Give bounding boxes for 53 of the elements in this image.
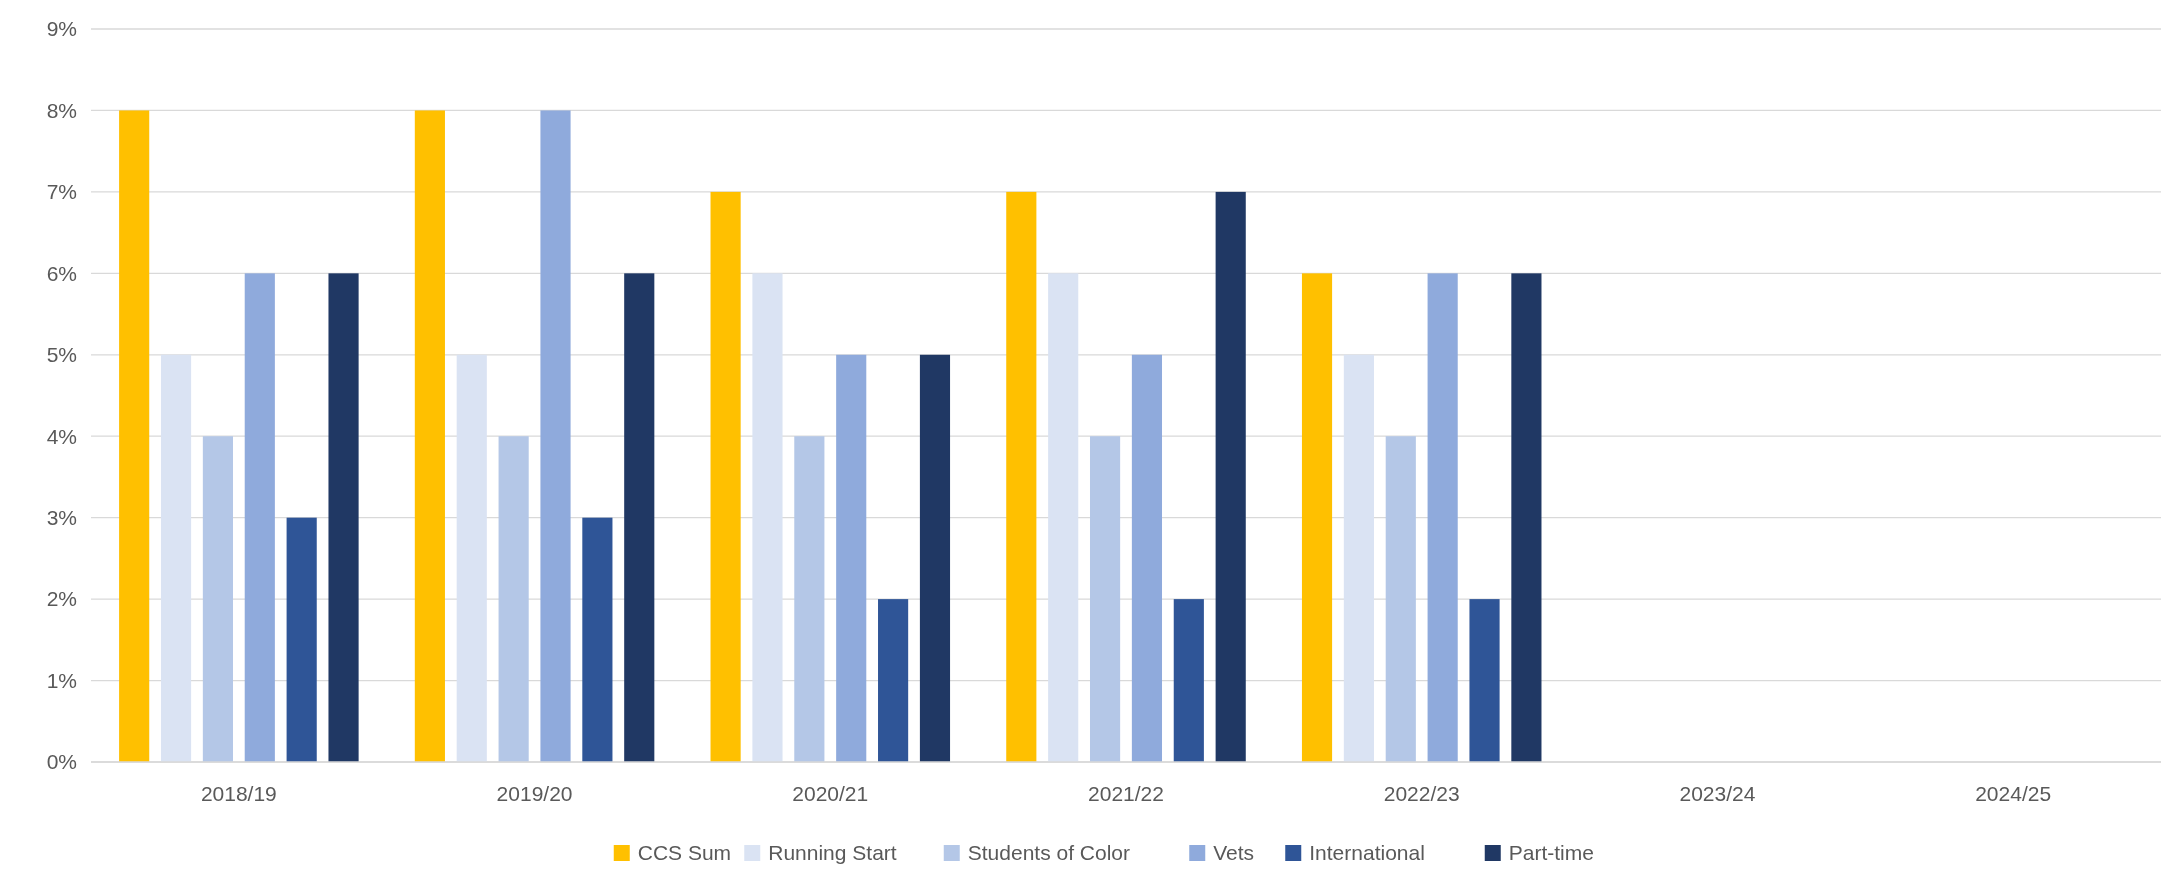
bar	[919, 354, 951, 762]
x-tick-label: 2023/24	[1679, 782, 1756, 806]
bar	[878, 599, 909, 762]
bar	[414, 110, 445, 762]
bar	[1427, 273, 1458, 762]
bar	[582, 517, 613, 762]
bar	[1215, 191, 1246, 762]
bar	[752, 273, 783, 762]
y-tick-label: 5%	[46, 343, 77, 367]
y-tick-label: 3%	[46, 506, 77, 530]
bar	[1511, 273, 1542, 762]
y-tick-label: 4%	[46, 424, 77, 448]
bar	[1006, 191, 1037, 762]
y-tick-label: 0%	[46, 750, 77, 774]
legend-label: Vets	[1213, 841, 1255, 865]
bar	[1469, 599, 1500, 762]
bar	[456, 354, 487, 762]
bar	[1343, 354, 1374, 762]
legend-label: International	[1309, 841, 1425, 865]
x-tick-label: 2019/20	[496, 782, 573, 806]
bar	[1131, 354, 1163, 762]
y-tick-label: 9%	[46, 17, 77, 41]
bar	[286, 517, 317, 762]
bar	[1301, 273, 1333, 762]
y-tick-label: 6%	[46, 261, 77, 285]
legend-label: Students of Color	[967, 841, 1131, 865]
bar	[1385, 436, 1416, 762]
x-tick-label: 2021/22	[1088, 782, 1164, 806]
bar	[202, 436, 233, 762]
bar	[624, 273, 655, 762]
bar	[710, 191, 741, 762]
legend-label: CCS Sum	[637, 841, 732, 865]
x-tick-label: 2020/21	[792, 782, 869, 806]
bar	[119, 110, 150, 762]
bar	[328, 273, 359, 762]
bar	[836, 354, 867, 762]
bar	[1173, 599, 1204, 762]
bar	[160, 354, 192, 762]
y-tick-label: 7%	[46, 180, 77, 204]
bar	[794, 436, 825, 762]
bar	[1048, 273, 1079, 762]
legend-label: Running Start	[768, 841, 897, 865]
bar	[1089, 436, 1121, 762]
x-tick-label: 2022/23	[1383, 782, 1460, 806]
legend-label: Part-time	[1508, 841, 1594, 865]
y-tick-label: 2%	[46, 587, 77, 611]
y-tick-label: 1%	[46, 668, 77, 692]
bar	[498, 436, 529, 762]
x-tick-label: 2018/19	[200, 782, 277, 806]
x-tick-label: 2024/25	[1975, 782, 2052, 806]
bar	[540, 110, 571, 762]
bar	[244, 273, 275, 762]
y-tick-label: 8%	[46, 98, 77, 122]
